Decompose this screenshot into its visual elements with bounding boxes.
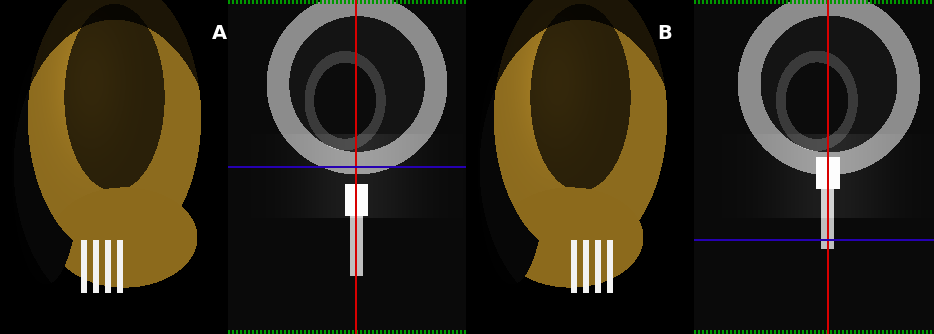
Text: A: A: [212, 24, 227, 43]
Text: B: B: [658, 24, 672, 43]
